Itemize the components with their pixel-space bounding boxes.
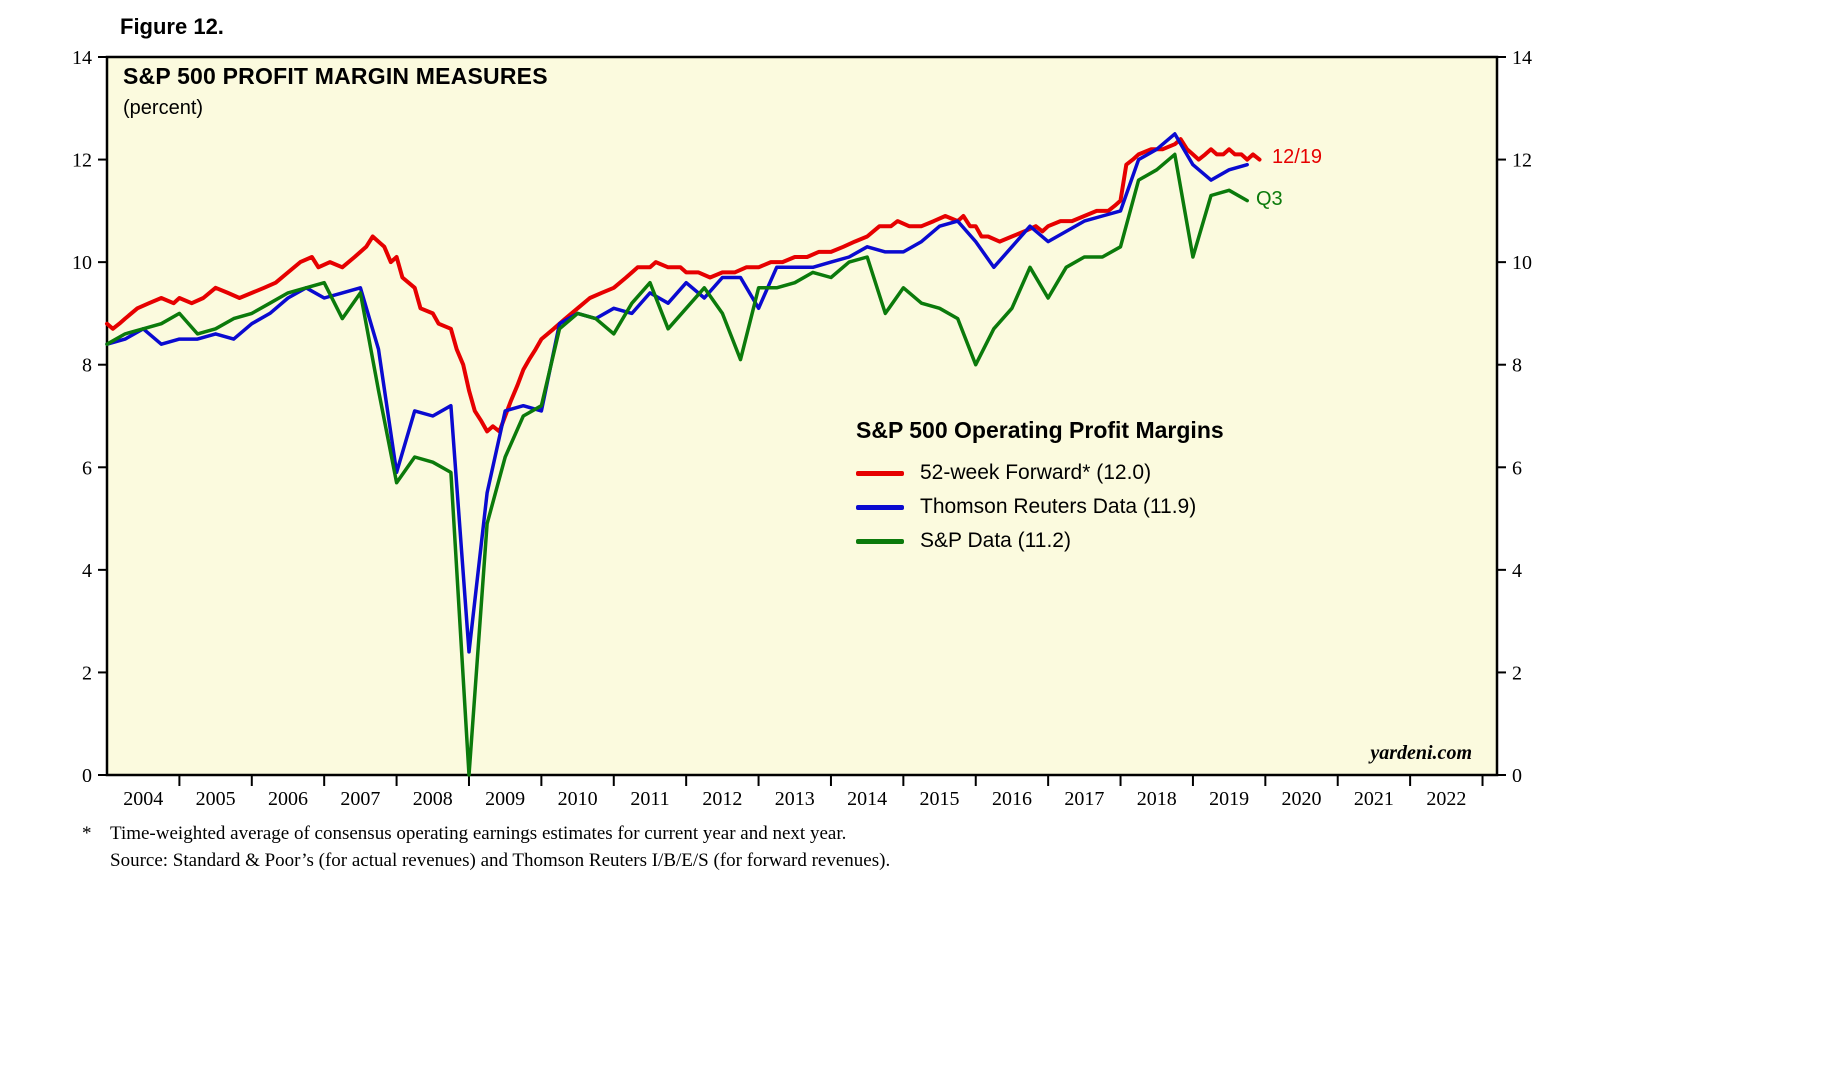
svg-text:2011: 2011 (630, 788, 669, 810)
svg-text:2015: 2015 (920, 788, 960, 810)
svg-text:2004: 2004 (123, 788, 163, 810)
legend-label-sp-data: S&P Data (11.2) (920, 529, 1071, 552)
svg-text:2020: 2020 (1282, 788, 1322, 810)
svg-text:2: 2 (82, 662, 92, 684)
legend-label-forward: 52-week Forward* (12.0) (920, 461, 1152, 484)
legend-title: S&P 500 Operating Profit Margins (856, 417, 1224, 443)
sp-data-line-swatch (856, 538, 904, 544)
svg-text:2010: 2010 (558, 788, 598, 810)
svg-text:2012: 2012 (702, 788, 742, 810)
footnote-marker: * (82, 823, 92, 844)
svg-text:8: 8 (1512, 355, 1522, 377)
svg-text:0: 0 (1512, 765, 1522, 787)
annotation-latest-forward-date: 12/19 (1272, 146, 1323, 168)
legend-label-thomson-reuters: Thomson Reuters Data (11.9) (920, 495, 1197, 518)
svg-text:4: 4 (1512, 560, 1522, 582)
chart-subtitle: (percent) (123, 97, 204, 119)
svg-text:10: 10 (72, 252, 92, 274)
legend-item-sp-data: S&P Data (11.2) (856, 524, 1224, 558)
svg-text:10: 10 (1512, 252, 1532, 274)
watermark: yardeni.com (1370, 742, 1472, 764)
svg-text:2014: 2014 (847, 788, 887, 810)
footnote-text: Time-weighted average of consensus opera… (110, 820, 890, 874)
svg-text:0: 0 (82, 765, 92, 787)
legend-item-forward: 52-week Forward* (12.0) (856, 456, 1224, 490)
thomson-reuters-line-swatch (856, 504, 904, 510)
svg-text:2005: 2005 (196, 788, 236, 810)
svg-text:2016: 2016 (992, 788, 1032, 810)
legend-item-thomson-reuters: Thomson Reuters Data (11.9) (856, 490, 1224, 524)
footnote-line2: Source: Standard & Poor’s (for actual re… (110, 850, 891, 871)
figure-label: Figure 12. (120, 14, 224, 39)
svg-text:2006: 2006 (268, 788, 308, 810)
footnote-line1: Time-weighted average of consensus opera… (110, 823, 847, 844)
svg-text:12: 12 (72, 150, 92, 172)
svg-text:2018: 2018 (1137, 788, 1177, 810)
svg-text:6: 6 (82, 457, 92, 479)
svg-text:2009: 2009 (485, 788, 525, 810)
svg-text:2008: 2008 (413, 788, 453, 810)
chart-title: S&P 500 PROFIT MARGIN MEASURES (123, 63, 548, 89)
svg-text:14: 14 (72, 47, 92, 69)
svg-text:2: 2 (1512, 662, 1522, 684)
annotation-latest-quarter: Q3 (1256, 188, 1283, 210)
legend: S&P 500 Operating Profit Margins 52-week… (856, 417, 1224, 558)
svg-text:4: 4 (82, 560, 92, 582)
svg-text:2022: 2022 (1426, 788, 1466, 810)
svg-text:2021: 2021 (1354, 788, 1394, 810)
svg-text:2019: 2019 (1209, 788, 1249, 810)
footnote: * Time-weighted average of consensus ope… (82, 820, 890, 874)
svg-text:2007: 2007 (340, 788, 380, 810)
svg-text:2013: 2013 (775, 788, 815, 810)
svg-text:2017: 2017 (1064, 788, 1104, 810)
svg-text:8: 8 (82, 355, 92, 377)
forward-line-swatch (856, 470, 904, 476)
svg-text:14: 14 (1512, 47, 1532, 69)
svg-text:12: 12 (1512, 150, 1532, 172)
svg-text:6: 6 (1512, 457, 1522, 479)
